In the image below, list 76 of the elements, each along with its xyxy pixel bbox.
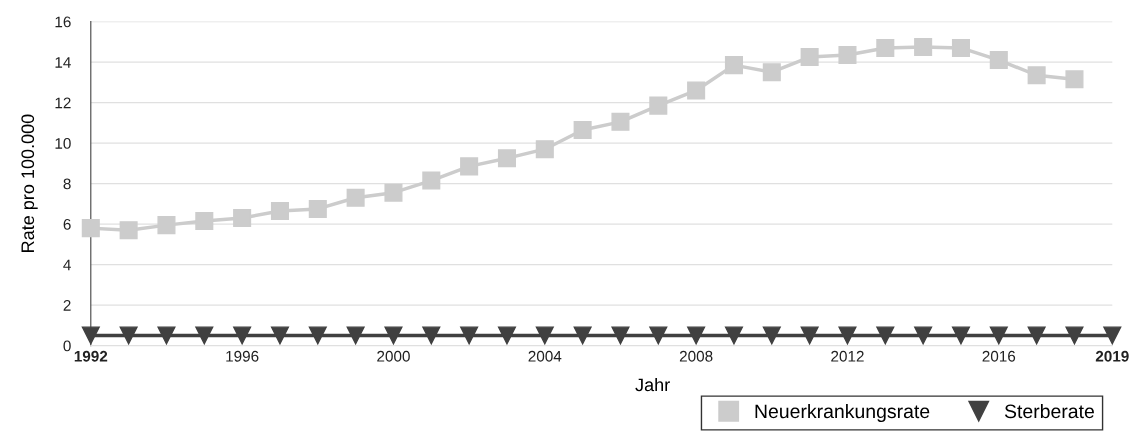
point (195, 212, 214, 231)
point (687, 81, 706, 100)
y-tick-label: 2 (63, 299, 71, 311)
point (989, 51, 1008, 70)
x-axis-title: Jahr (635, 378, 670, 392)
point (308, 199, 327, 218)
point (1027, 66, 1046, 85)
point (497, 149, 516, 168)
point (838, 326, 857, 345)
x-tick-label: 2008 (679, 350, 713, 362)
y-tick-label: 16 (55, 16, 71, 28)
point (876, 326, 895, 345)
point (119, 326, 138, 345)
x-tick-label: 2016 (982, 350, 1016, 362)
y-axis-title: Rate pro 100.000 (21, 114, 38, 252)
point (119, 221, 138, 240)
point (270, 326, 289, 345)
x-tick-label: 1992 (74, 350, 108, 362)
point (951, 38, 970, 57)
point (611, 112, 630, 131)
y-tick-label: 12 (55, 97, 71, 109)
point (81, 219, 100, 238)
point (724, 56, 743, 75)
point (573, 326, 592, 345)
x-tick-label: 2004 (528, 350, 562, 362)
point (384, 183, 403, 202)
point (573, 120, 592, 139)
point (951, 326, 970, 345)
x-tick-label: 2000 (377, 350, 410, 362)
y-tick-label: 4 (63, 259, 71, 271)
point (1065, 326, 1084, 345)
point (422, 171, 441, 190)
y-tick-label: 0 (63, 340, 71, 352)
point (649, 96, 668, 115)
point (422, 326, 441, 345)
point (1065, 70, 1084, 89)
point (308, 326, 327, 345)
point (762, 63, 781, 82)
point (346, 188, 365, 207)
point (800, 48, 819, 67)
point (233, 326, 252, 345)
point (1027, 326, 1046, 345)
point (535, 326, 554, 345)
point (914, 326, 933, 345)
point (838, 45, 857, 65)
point (649, 326, 668, 345)
point (460, 157, 479, 176)
x-tick-label: 1996 (226, 350, 259, 362)
y-tick-label: 8 (63, 178, 71, 190)
point (81, 326, 100, 345)
point (876, 38, 895, 57)
point (914, 37, 933, 56)
point (346, 326, 365, 345)
point (460, 326, 479, 345)
point (535, 140, 554, 159)
x-tick-label: 2019 (1095, 350, 1129, 362)
point (724, 326, 743, 345)
point (195, 326, 214, 345)
point (157, 326, 176, 345)
legend-label: Sterberate (1004, 403, 1094, 419)
point (497, 326, 516, 345)
x-tick-label: 2012 (831, 350, 864, 362)
point (270, 201, 289, 220)
y-tick-label: 10 (55, 137, 71, 149)
point (157, 216, 176, 235)
point (800, 326, 819, 345)
legend-label: Neuerkrankungsrate (755, 403, 930, 423)
y-tick-label: 6 (63, 218, 71, 230)
point (611, 326, 630, 345)
point (687, 326, 706, 345)
point (384, 326, 403, 345)
point (1103, 326, 1122, 345)
y-tick-label: 14 (55, 57, 71, 68)
point (989, 326, 1008, 345)
point (762, 326, 781, 345)
point (233, 208, 252, 228)
